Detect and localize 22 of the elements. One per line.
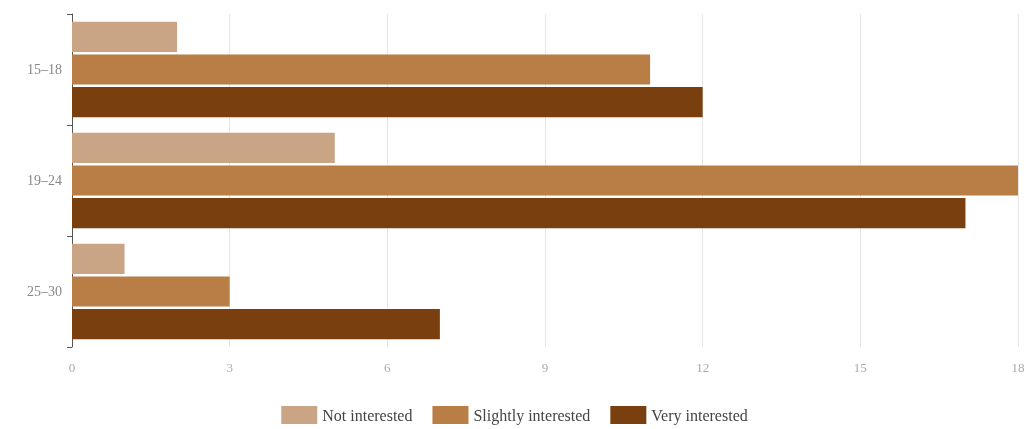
bar [72,198,966,229]
x-tick-label: 0 [68,360,76,375]
bar [72,165,1018,196]
bar [72,132,335,163]
x-tick-label: 9 [541,360,549,375]
legend-label: Very interested [651,406,748,425]
y-tick-label: 15–18 [27,62,62,77]
y-tick-label: 19–24 [27,173,62,188]
x-tick-label: 15 [853,360,867,375]
bar [72,21,178,52]
x-tick-label: 12 [696,360,710,375]
bar [72,243,125,274]
x-tick-label: 18 [1011,360,1025,375]
bar [72,87,703,118]
y-tick-label: 25–30 [27,284,62,299]
legend-label: Not interested [322,406,413,424]
bar [72,276,230,307]
x-tick-label: 6 [384,360,392,375]
x-tick-label: 3 [226,360,233,375]
bar [72,309,440,340]
bar [72,54,651,85]
legend-label: Slightly interested [473,406,591,425]
